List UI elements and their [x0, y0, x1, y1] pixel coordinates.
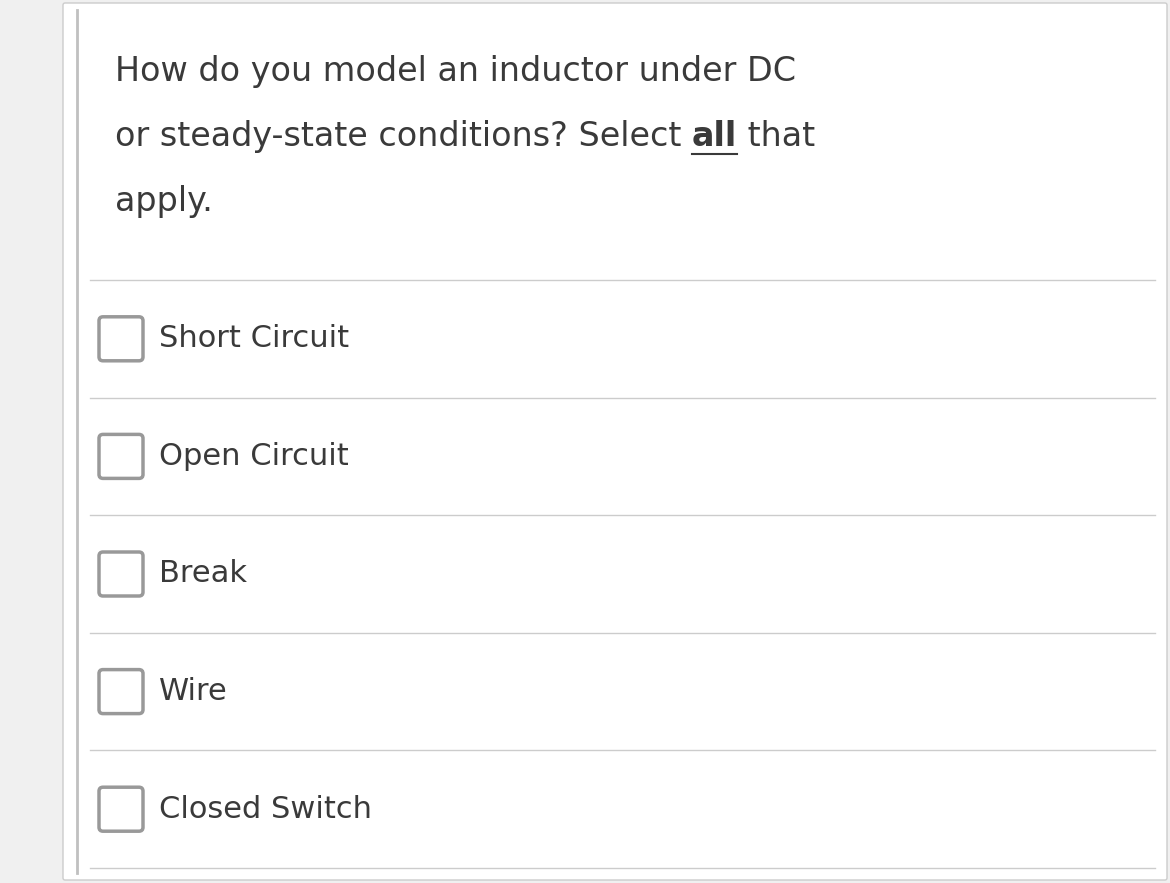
Text: apply.: apply.: [115, 185, 213, 218]
FancyBboxPatch shape: [99, 788, 143, 831]
Text: Short Circuit: Short Circuit: [159, 324, 349, 353]
Text: Closed Switch: Closed Switch: [159, 795, 372, 824]
FancyBboxPatch shape: [99, 434, 143, 479]
Text: How do you model an inductor under DC: How do you model an inductor under DC: [115, 55, 796, 88]
Text: Wire: Wire: [159, 677, 228, 706]
Text: that: that: [737, 120, 815, 153]
Text: Break: Break: [159, 560, 247, 588]
FancyBboxPatch shape: [99, 317, 143, 361]
Text: Open Circuit: Open Circuit: [159, 442, 349, 471]
FancyBboxPatch shape: [99, 552, 143, 596]
Text: all: all: [691, 120, 737, 153]
Text: or steady-state conditions? Select: or steady-state conditions? Select: [115, 120, 691, 153]
FancyBboxPatch shape: [99, 669, 143, 713]
FancyBboxPatch shape: [63, 3, 1166, 880]
